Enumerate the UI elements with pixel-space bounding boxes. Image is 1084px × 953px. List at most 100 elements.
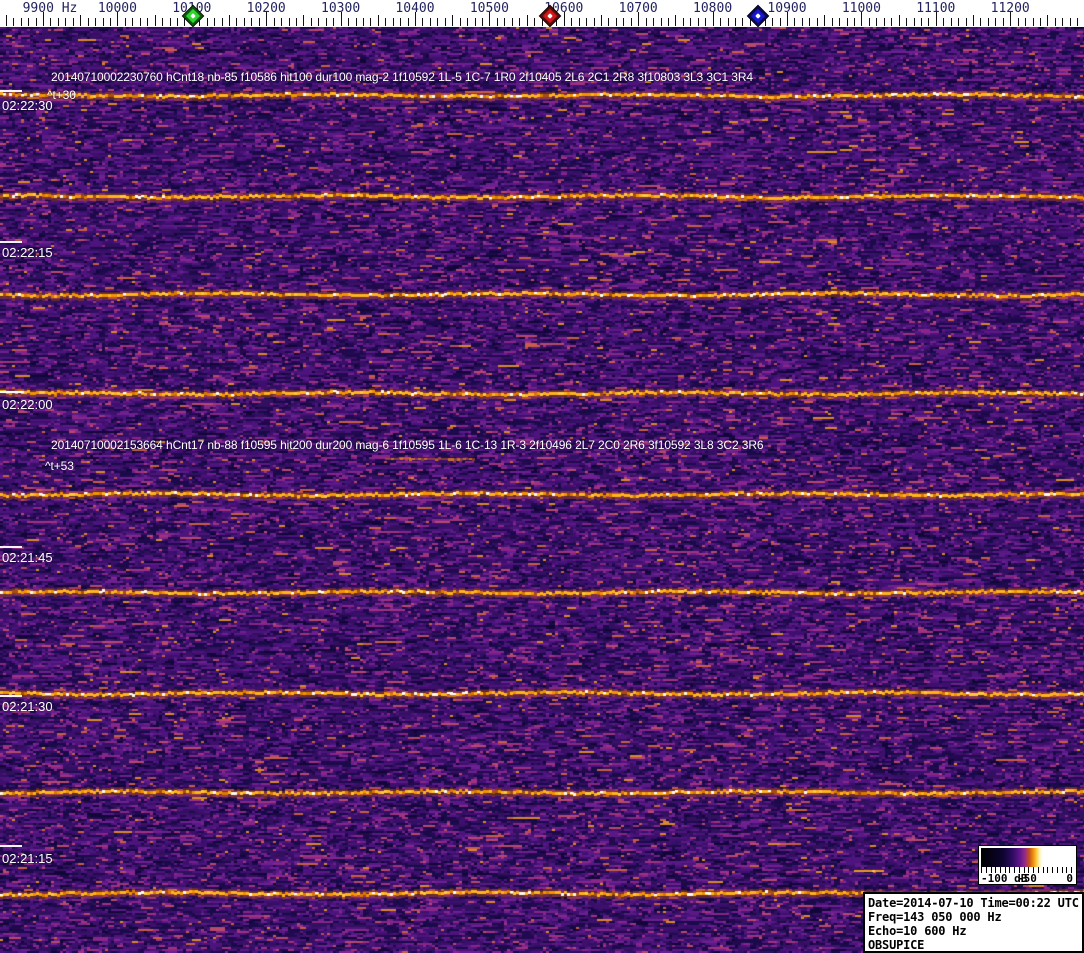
colorbar-tick bbox=[985, 867, 987, 873]
ruler-tick bbox=[973, 15, 974, 26]
ruler-tick bbox=[303, 15, 305, 26]
ruler-tick bbox=[318, 18, 320, 26]
ruler-tick bbox=[831, 18, 833, 26]
ruler-freq-label: 10300 bbox=[321, 1, 361, 16]
ruler-tick bbox=[868, 18, 870, 26]
ruler-tick bbox=[243, 18, 245, 26]
ruler-tick bbox=[801, 18, 803, 26]
ruler-tick bbox=[110, 18, 111, 26]
waterfall-spectrogram bbox=[0, 27, 1084, 953]
detection-annotation-1: 20140710002230760 hCnt18 nb-85 f10586 hi… bbox=[51, 70, 754, 84]
ruler-tick bbox=[534, 18, 535, 26]
ruler-tick bbox=[742, 18, 744, 26]
colorbar-tick bbox=[1004, 867, 1006, 873]
ruler-tick bbox=[437, 18, 439, 26]
ruler-tick bbox=[630, 18, 632, 26]
ruler-tick bbox=[950, 18, 952, 26]
colorbar-label-mid: -50 bbox=[1017, 872, 1037, 885]
ruler-tick bbox=[117, 12, 119, 26]
ruler-freq-label: 10700 bbox=[618, 1, 658, 16]
ruler-tick bbox=[787, 12, 788, 26]
ruler-tick bbox=[846, 18, 848, 26]
ruler-tick bbox=[861, 12, 863, 26]
ruler-tick bbox=[362, 18, 364, 26]
time-label: 02:22:30 bbox=[2, 98, 53, 113]
ruler-tick bbox=[489, 12, 491, 26]
ruler-tick bbox=[392, 18, 394, 26]
ruler-tick bbox=[184, 18, 186, 26]
ruler-tick bbox=[452, 15, 454, 26]
info-echo: Echo=10 600 Hz bbox=[868, 924, 967, 938]
colorbar-tick bbox=[1052, 867, 1054, 873]
ruler-tick bbox=[459, 18, 461, 26]
ruler-tick bbox=[1047, 15, 1049, 26]
ruler-tick bbox=[943, 18, 945, 26]
ruler-tick bbox=[511, 18, 513, 26]
ruler-tick bbox=[377, 15, 379, 26]
time-label: 02:21:15 bbox=[2, 851, 53, 866]
ruler-tick bbox=[839, 18, 841, 26]
time-tick bbox=[0, 241, 22, 243]
colorbar-tick bbox=[999, 867, 1001, 873]
colorbar-tick bbox=[1056, 867, 1058, 873]
ruler-tick bbox=[340, 12, 342, 26]
ruler-freq-label: 11000 bbox=[841, 1, 881, 16]
colorbar-ticks bbox=[981, 867, 1072, 874]
ruler-tick bbox=[653, 18, 655, 26]
colorbar-tick bbox=[1033, 867, 1035, 873]
ruler-tick bbox=[35, 18, 37, 26]
ruler-freq-label: 10900 bbox=[767, 1, 807, 16]
ruler-tick bbox=[749, 15, 751, 26]
colorbar-tick bbox=[1047, 867, 1049, 873]
ruler-tick bbox=[102, 18, 104, 26]
ruler-tick bbox=[422, 18, 424, 26]
ruler-tick bbox=[645, 18, 647, 26]
ruler-tick bbox=[355, 18, 357, 26]
colorbar-tick bbox=[1042, 867, 1044, 873]
ruler-tick bbox=[87, 18, 89, 26]
ruler-tick bbox=[206, 18, 208, 26]
colorbar-label-min: -100 dB bbox=[981, 872, 1028, 885]
ruler-tick bbox=[682, 18, 684, 26]
ruler-tick bbox=[124, 18, 126, 26]
ruler-tick bbox=[385, 18, 387, 26]
ruler-tick bbox=[1032, 18, 1034, 26]
ruler-tick bbox=[251, 18, 253, 26]
ruler-tick bbox=[727, 18, 729, 26]
ruler-tick bbox=[65, 18, 67, 26]
detection-time-offset-2: ^t+53 bbox=[45, 459, 74, 473]
ruler-tick bbox=[95, 18, 97, 26]
colorbar-tick bbox=[1071, 867, 1072, 873]
ruler-tick bbox=[154, 15, 156, 26]
time-tick bbox=[0, 695, 22, 697]
ruler-tick bbox=[1002, 18, 1004, 26]
ruler-freq-label: 10200 bbox=[246, 1, 286, 16]
info-frequency: Freq=143 050 000 Hz bbox=[868, 910, 1002, 924]
ruler-tick bbox=[712, 12, 714, 26]
time-tick bbox=[0, 391, 22, 393]
colorbar-tick bbox=[1014, 867, 1016, 873]
ruler-tick bbox=[1077, 18, 1079, 26]
ruler-tick bbox=[72, 18, 74, 26]
ruler-freq-label: 11100 bbox=[916, 1, 956, 16]
time-label: 02:22:00 bbox=[2, 397, 53, 412]
detection-annotation-2: 20140710002153664 hCnt17 nb-88 f10595 hi… bbox=[51, 438, 764, 452]
ruler-tick bbox=[132, 18, 134, 26]
frequency-ruler: 9900 Hz100001010010200103001040010500106… bbox=[0, 0, 1084, 27]
colorbar-tick bbox=[990, 867, 992, 873]
ruler-tick bbox=[660, 18, 662, 26]
ruler-tick bbox=[586, 18, 588, 26]
ruler-tick bbox=[1069, 18, 1071, 26]
ruler-tick bbox=[57, 18, 59, 26]
ruler-tick bbox=[407, 18, 409, 26]
ruler-tick bbox=[980, 18, 982, 26]
marker-center-dot bbox=[189, 13, 196, 19]
colorbar-label-max: 0 bbox=[1066, 872, 1073, 885]
info-station: OBSUPICE bbox=[868, 938, 925, 952]
colorbar-tick bbox=[1061, 867, 1063, 873]
ruler-tick bbox=[876, 18, 878, 26]
ruler-tick bbox=[675, 15, 677, 26]
colorbar-tick bbox=[981, 867, 982, 873]
ruler-tick bbox=[429, 18, 431, 26]
ruler-tick bbox=[1054, 18, 1056, 26]
